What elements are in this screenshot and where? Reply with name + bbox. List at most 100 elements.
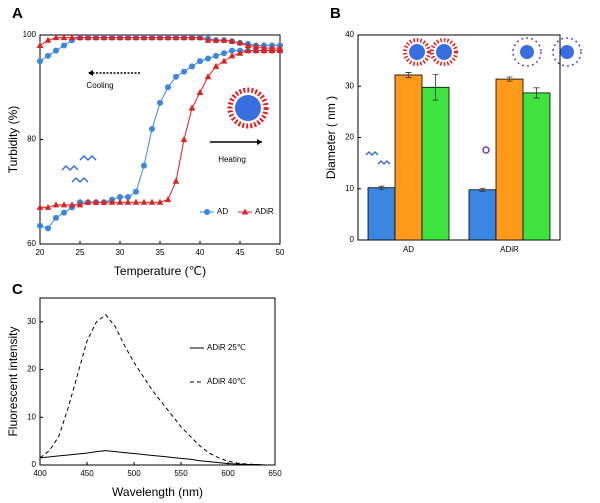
marker	[212, 36, 220, 43]
marker	[236, 49, 244, 56]
marker	[61, 42, 67, 49]
x-axis-label: Temperature (℃)	[114, 264, 206, 278]
y-tick-label: 20	[345, 133, 354, 142]
marker	[204, 73, 212, 80]
marker	[189, 63, 195, 70]
marker	[181, 68, 187, 75]
bar	[495, 78, 524, 241]
marker	[92, 34, 100, 41]
marker	[212, 62, 220, 69]
marker	[52, 34, 60, 41]
marker	[44, 203, 52, 210]
y-tick-label: 0	[350, 235, 355, 244]
x-tick-label: 450	[80, 469, 94, 478]
marker	[84, 34, 92, 41]
error-bar	[533, 87, 540, 99]
x-tick-label: 45	[236, 248, 245, 257]
marker	[60, 201, 68, 208]
y-axis-label: Fluorescent intensity	[6, 326, 20, 436]
y-tick-label: 10	[345, 184, 354, 193]
marker	[164, 196, 172, 203]
marker	[180, 136, 188, 142]
marker	[157, 99, 163, 106]
marker	[197, 58, 203, 65]
panel-label: A	[12, 5, 23, 22]
marker	[260, 44, 268, 51]
error-bar	[479, 187, 486, 192]
x-tick-label: 400	[33, 469, 47, 478]
marker	[44, 36, 52, 43]
marker	[76, 201, 84, 208]
panel-label: B	[330, 5, 341, 22]
annotation: Cooling	[86, 81, 113, 90]
data-line	[40, 50, 280, 208]
marker	[172, 177, 180, 184]
x-tick-label: 50	[276, 248, 285, 257]
marker	[68, 201, 76, 208]
marker	[204, 209, 210, 215]
error-bar	[432, 74, 439, 101]
marker	[140, 34, 148, 41]
marker	[60, 34, 68, 41]
series	[36, 34, 284, 210]
y-tick-label: 30	[27, 317, 36, 326]
bar	[522, 92, 551, 241]
marker	[45, 225, 51, 232]
marker	[149, 126, 155, 133]
marker	[36, 41, 44, 48]
marker	[252, 42, 260, 49]
marker	[236, 39, 244, 46]
marker	[172, 34, 180, 41]
marker	[220, 57, 228, 64]
marker	[108, 198, 116, 205]
marker	[52, 201, 60, 208]
x-tick-label: ADiR	[500, 245, 519, 254]
marker	[229, 47, 235, 54]
marker	[228, 52, 236, 59]
marker	[164, 34, 172, 41]
marker	[141, 162, 147, 169]
x-axis-label: Wavelength (nm)	[112, 485, 203, 499]
marker	[148, 198, 156, 205]
marker	[124, 34, 132, 41]
x-tick-label: 550	[174, 469, 188, 478]
y-axis-label: Diameter ( nm )	[324, 96, 338, 179]
marker	[125, 193, 131, 200]
marker	[116, 34, 124, 41]
y-axis-label: Turbidity (%)	[6, 106, 20, 174]
y-tick-label: 100	[23, 30, 37, 39]
marker	[140, 198, 148, 205]
legend-label: AD	[217, 207, 228, 216]
x-tick-label: 25	[76, 248, 85, 257]
marker	[276, 44, 284, 51]
marker	[252, 47, 260, 54]
marker	[228, 37, 236, 44]
marker	[220, 36, 228, 43]
data-line	[39, 37, 280, 62]
marker	[196, 34, 204, 41]
y-tick-label: 60	[27, 239, 36, 248]
data-line	[39, 450, 275, 466]
x-tick-label: 35	[156, 248, 165, 257]
marker	[156, 198, 164, 205]
x-tick-label: 40	[196, 248, 205, 257]
marker	[124, 198, 132, 205]
marker	[100, 198, 108, 205]
bar	[367, 187, 396, 241]
legend-label: ADiR	[255, 207, 274, 216]
plot-frame	[39, 297, 276, 466]
marker	[45, 52, 51, 59]
x-tick-label: AD	[403, 245, 414, 254]
series	[39, 450, 275, 466]
error-bar	[378, 185, 385, 190]
y-tick-label: 10	[27, 412, 36, 421]
marker	[53, 47, 59, 54]
bar	[394, 74, 423, 241]
bar	[421, 86, 450, 241]
marker	[196, 88, 204, 95]
annotation: Heating	[218, 155, 246, 164]
x-tick-label: 20	[36, 248, 45, 257]
y-tick-label: 80	[27, 135, 36, 144]
y-tick-label: 30	[345, 81, 354, 90]
x-tick-label: 600	[221, 469, 235, 478]
